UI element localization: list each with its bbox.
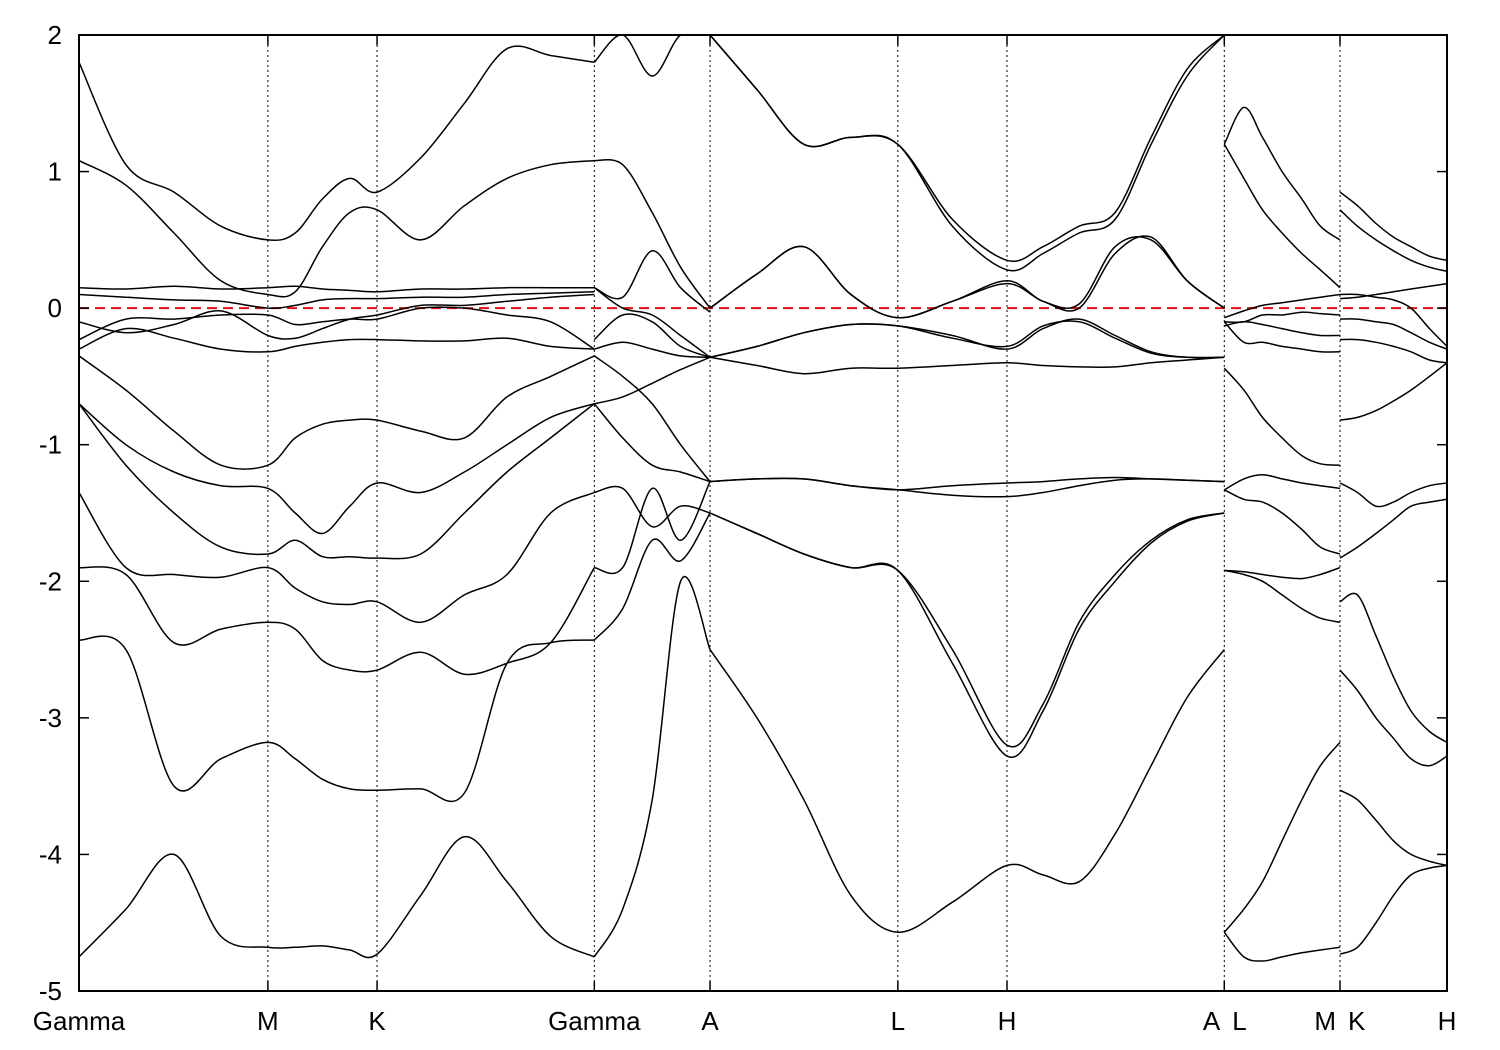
y-tick-label: -4	[39, 839, 62, 869]
x-tick-labels: Gamma M K Gamma A L H A L M K H	[33, 1006, 1457, 1036]
band-line	[709, 512, 1225, 759]
band-line	[1339, 789, 1447, 867]
band-line	[709, 235, 1225, 319]
band-line	[79, 306, 595, 350]
band-line	[593, 576, 711, 958]
band-line	[79, 491, 595, 624]
x-tick-label: Gamma	[33, 1006, 126, 1036]
band-line	[1224, 293, 1341, 319]
band-line	[1223, 474, 1341, 491]
band-line	[1223, 143, 1341, 289]
x-tick-label: K	[368, 1006, 386, 1036]
band-line	[594, 481, 711, 575]
y-tick-label: 1	[48, 157, 62, 187]
band-line	[593, 355, 711, 483]
band-line	[1339, 482, 1447, 508]
x-tick-label: A	[1203, 1006, 1221, 1036]
band-line	[1339, 669, 1447, 767]
x-tick-label: M	[1314, 1006, 1336, 1036]
y-tick-label: 0	[48, 293, 62, 323]
band-line	[709, 35, 1225, 263]
band-line	[594, 356, 711, 405]
band-line	[594, 158, 711, 309]
band-line	[1223, 367, 1341, 466]
band-line	[79, 402, 595, 535]
band-line	[79, 403, 595, 560]
band-line	[593, 250, 711, 313]
y-tick-label: -5	[39, 976, 62, 1006]
x-tick-label: A	[701, 1006, 719, 1036]
x-tick-label: Gamma	[548, 1006, 641, 1036]
band-line	[79, 291, 595, 309]
band-line	[594, 341, 711, 359]
band-line	[1339, 338, 1447, 364]
band-line	[79, 327, 595, 353]
band-line	[1224, 321, 1341, 337]
band-line	[593, 35, 710, 77]
band-line	[1339, 362, 1447, 421]
band-line	[79, 566, 595, 676]
band-line	[1223, 321, 1341, 353]
band-line	[1339, 209, 1447, 273]
x-tick-label: L	[891, 1006, 905, 1036]
x-tick-label: M	[257, 1006, 279, 1036]
band-line	[79, 293, 595, 340]
band-line	[79, 355, 595, 470]
band-line	[709, 477, 1225, 498]
band-line	[1339, 498, 1447, 559]
band-line	[79, 45, 595, 242]
x-tick-label: H	[1438, 1006, 1457, 1036]
band-line	[593, 287, 711, 358]
band-line	[1339, 282, 1447, 300]
y-tick-label: -3	[39, 703, 62, 733]
x-tick-label: H	[998, 1006, 1017, 1036]
band-line	[1224, 566, 1341, 580]
band-line	[594, 485, 711, 528]
band-line	[1223, 106, 1341, 241]
band-line	[1223, 741, 1341, 933]
x-tick-label: L	[1232, 1006, 1246, 1036]
tick-marks	[79, 34, 1447, 992]
band-line	[593, 313, 711, 359]
y-tick-label: -1	[39, 430, 62, 460]
band-line	[1223, 489, 1341, 555]
band-line	[1339, 191, 1447, 262]
band-line	[79, 285, 595, 293]
band-line	[1223, 931, 1341, 962]
band-line	[1339, 864, 1447, 955]
band-line	[1224, 569, 1341, 624]
plot-frame	[78, 34, 1448, 992]
band-line	[1339, 293, 1447, 347]
y-tick-labels: 2 1 0 -1 -2 -3 -4 -5	[39, 20, 62, 1006]
band-line	[709, 649, 1225, 934]
band-line	[709, 356, 1225, 375]
band-line	[1339, 592, 1447, 744]
band-line	[593, 403, 711, 483]
band-line	[709, 235, 1225, 319]
band-line	[709, 320, 1225, 359]
band-line	[1224, 311, 1341, 324]
band-lines	[79, 35, 1447, 962]
y-tick-label: -2	[39, 566, 62, 596]
y-tick-label: 2	[48, 20, 62, 50]
band-line	[709, 512, 1225, 748]
band-line	[79, 159, 595, 298]
x-tick-label: K	[1348, 1006, 1366, 1036]
band-line	[1339, 318, 1447, 350]
kpoint-lines	[267, 35, 1341, 991]
band-line	[79, 835, 595, 959]
band-line	[79, 635, 595, 803]
band-line	[593, 512, 711, 641]
